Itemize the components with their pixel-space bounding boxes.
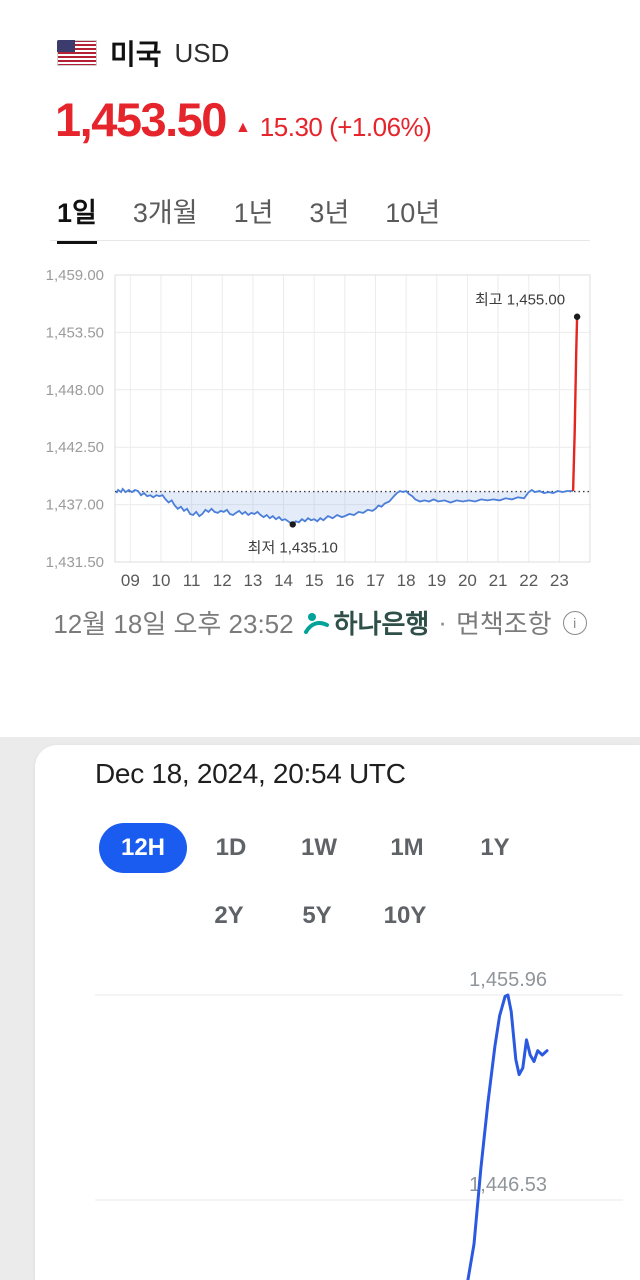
tab-3years[interactable]: 3년 xyxy=(309,198,350,228)
svg-text:1,448.00: 1,448.00 xyxy=(46,382,104,399)
svg-text:1,431.50: 1,431.50 xyxy=(46,554,104,571)
range-1w[interactable]: 1W xyxy=(301,834,337,861)
range-1y[interactable]: 1Y xyxy=(480,834,510,861)
range-2y[interactable]: 2Y xyxy=(214,902,244,929)
svg-text:10: 10 xyxy=(152,571,171,590)
chart-datetime-title: Dec 18, 2024, 20:54 UTC xyxy=(95,758,406,789)
hana-bank-logo-icon xyxy=(303,612,329,634)
range-1d[interactable]: 1D xyxy=(215,834,247,861)
range-12h[interactable]: 12H xyxy=(99,823,187,873)
usd-krw-12h-chart: 1,455.96 1,446.53 xyxy=(95,969,623,1280)
tabs-divider xyxy=(50,240,590,241)
svg-text:09: 09 xyxy=(121,571,140,590)
up-arrow-icon: ▲ xyxy=(234,119,251,136)
current-rate: 1,453.50 xyxy=(55,93,227,146)
svg-text:1,455.96: 1,455.96 xyxy=(469,969,547,991)
tab-3months[interactable]: 3개월 xyxy=(132,198,198,228)
provider-name: 하나은행 xyxy=(333,609,430,639)
svg-text:20: 20 xyxy=(458,571,477,590)
svg-text:1,459.00: 1,459.00 xyxy=(46,267,104,284)
svg-text:19: 19 xyxy=(427,571,446,590)
svg-text:12: 12 xyxy=(213,571,232,590)
svg-text:1,437.00: 1,437.00 xyxy=(46,497,104,514)
svg-text:22: 22 xyxy=(519,571,538,590)
currency-country: 미국 xyxy=(110,39,162,70)
tab-10years[interactable]: 10년 xyxy=(385,198,441,228)
tab-1day[interactable]: 1일 xyxy=(57,191,97,244)
tab-1year[interactable]: 1년 xyxy=(233,198,274,228)
svg-text:1,453.50: 1,453.50 xyxy=(46,324,104,341)
disclaimer-link[interactable]: 면책조항 xyxy=(455,609,552,639)
svg-text:1,446.53: 1,446.53 xyxy=(469,1174,547,1196)
exchange-chart-card: Dec 18, 2024, 20:54 UTC 12H 1D 1W 1M 1Y … xyxy=(35,745,640,1280)
svg-text:21: 21 xyxy=(489,571,508,590)
svg-text:23: 23 xyxy=(550,571,569,590)
currency-code: USD xyxy=(174,37,230,68)
chart-footer: 12월 18일 오후 23:52 하나은행 · 면책조항 xyxy=(0,604,640,641)
rate-row: 1,453.50 ▲ 15.30 (+1.06%) xyxy=(55,92,432,147)
bottom-background: Dec 18, 2024, 20:54 UTC 12H 1D 1W 1M 1Y … xyxy=(0,737,640,1280)
svg-text:11: 11 xyxy=(183,571,201,590)
info-icon[interactable] xyxy=(562,610,587,635)
svg-text:17: 17 xyxy=(366,571,385,590)
usd-krw-intraday-chart: 09 10 11 12 13 14 15 16 17 18 19 20 21 22 23 1,459.00 1,… xyxy=(46,267,591,590)
period-tabs: 1일 3개월 1년 3년 10년 xyxy=(57,191,440,244)
data-provider: 하나은행 xyxy=(303,604,430,641)
svg-text:최저 1,435.10: 최저 1,435.10 xyxy=(248,539,338,556)
range-selector-row1: 12H 1D 1W 1M 1Y xyxy=(99,823,539,873)
currency-header: 미국 USD xyxy=(57,33,229,73)
svg-text:14: 14 xyxy=(274,571,293,590)
range-5y[interactable]: 5Y xyxy=(302,902,332,929)
rate-change: 15.30 (+1.06%) xyxy=(259,112,432,142)
chart-timestamp: 12월 18일 오후 23:52 xyxy=(53,609,294,639)
us-flag-icon xyxy=(57,40,97,66)
range-1m[interactable]: 1M xyxy=(390,834,424,861)
svg-text:13: 13 xyxy=(243,571,262,590)
range-selector-row2: 2Y 5Y 10Y xyxy=(185,891,449,941)
range-10y[interactable]: 10Y xyxy=(383,902,427,929)
svg-text:15: 15 xyxy=(305,571,324,590)
svg-text:18: 18 xyxy=(397,571,416,590)
svg-text:최고 1,455.00: 최고 1,455.00 xyxy=(475,292,565,309)
svg-text:1,442.50: 1,442.50 xyxy=(46,439,104,456)
svg-text:16: 16 xyxy=(335,571,354,590)
dot-separator: · xyxy=(438,607,447,637)
